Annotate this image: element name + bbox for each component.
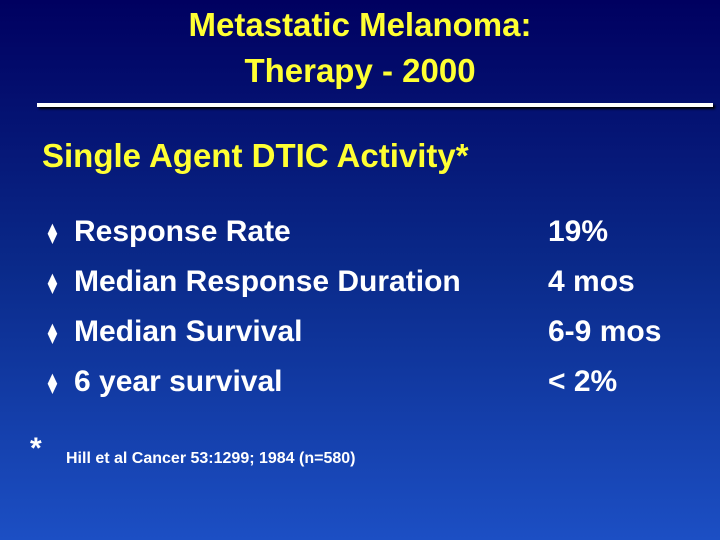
item-value: 6-9 mos: [548, 315, 662, 348]
item-value: 4 mos: [548, 265, 635, 298]
item-label: Median Survival: [74, 315, 303, 348]
subtitle: Single Agent DTIC Activity*: [42, 137, 469, 174]
item-value: < 2%: [548, 365, 618, 398]
footnote-mark: *: [30, 432, 42, 465]
item-label: 6 year survival: [74, 365, 283, 398]
item-label: Median Response Duration: [74, 265, 461, 298]
title-line: Therapy - 2000: [244, 52, 476, 89]
bullet: ⧫: [48, 323, 57, 343]
divider: [37, 103, 713, 107]
item-value: 19%: [548, 215, 609, 248]
bullet: ⧫: [48, 273, 57, 293]
bullet: ⧫: [48, 373, 57, 393]
bullet: ⧫: [48, 223, 57, 243]
footnote: Hill et al Cancer 53:1299; 1984 (n=580): [66, 450, 356, 467]
item-label: Response Rate: [74, 215, 291, 248]
title-line: Metastatic Melanoma:: [188, 6, 532, 43]
